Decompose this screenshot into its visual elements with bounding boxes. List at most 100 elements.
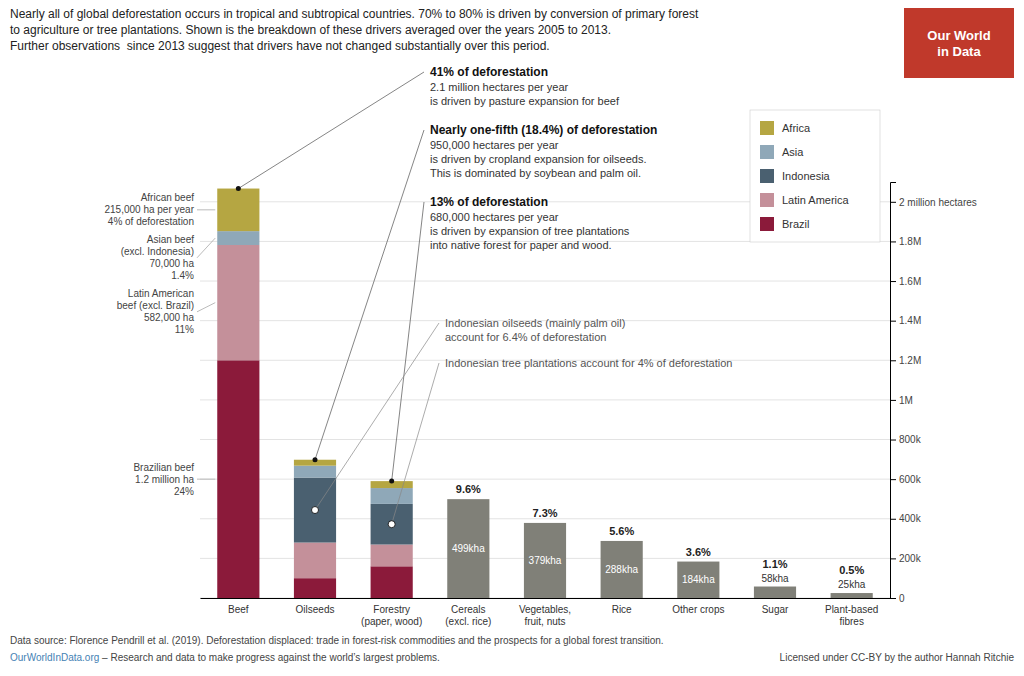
legend-swatch [760,145,774,159]
share-label: 1.1% [762,558,787,570]
tick: 0 [890,593,905,604]
share-label: 3.6% [686,546,711,558]
footer-link: OurWorldInData.org [10,652,99,663]
tick-mark [890,202,896,203]
leader-dot [313,457,318,462]
text-line: 4% of deforestation [108,216,194,227]
text-line: 13% of deforestation [430,195,548,209]
tick-label: 1.8M [899,236,921,247]
tick-label: Rice [612,604,632,615]
text-line: 2.1 million hectares per year [430,81,569,93]
text-line: Beef [228,604,249,615]
bar [677,562,719,598]
logo-box [904,8,1014,78]
tick-mark [890,241,896,242]
bar [294,466,336,478]
bar [217,231,259,245]
tick: 1.8M [890,236,921,247]
logo-text: Our Worldin Data [927,28,990,59]
text-line: Plant-based [825,604,878,615]
segment-marker [312,507,319,514]
tick: Oilseeds [296,598,335,615]
text-line: Indonesian tree plantations account for … [445,357,732,369]
bar [831,593,873,598]
tick-label: 1M [899,395,913,406]
leader-dot [389,479,394,484]
tick: 200k [890,553,922,564]
bar [217,189,259,232]
text-line: Cereals [451,604,485,615]
share-label: 5.6% [609,525,634,537]
leader-dot [236,186,241,191]
legend-label: Africa [782,122,811,134]
legend-label: Brazil [782,218,810,230]
text-line: Forestry [373,604,410,615]
share-label: 0.5% [839,564,864,576]
text-line: 680,000 hectares per year [430,211,559,223]
annotation-text: 680,000 hectares per yearis driven by ex… [430,211,630,251]
bar [371,545,413,567]
text-line: Our World [927,28,990,43]
text-line: Rice [612,604,632,615]
footer-license: Licensed under CC-BY by the author Hanna… [780,652,1015,663]
data-label: 379kha [529,555,562,566]
data-label: 25kha [838,579,866,590]
legend-swatch [760,121,774,135]
tick-mark [890,479,896,480]
tick-label: 400k [899,513,922,524]
segment-annotations: African beef215,000 ha per year4% of def… [104,192,732,527]
bar [447,499,489,598]
tick: 1.4M [890,315,921,326]
text-line: This is dominated by soybean and palm oi… [430,167,641,179]
text-line: in Data [937,44,981,59]
tick-label: 1.6M [899,276,921,287]
label-leader [315,323,439,510]
tick-label: 0 [899,593,905,604]
tick-label: Forestry(paper, wood) [361,604,422,627]
annotation-title: 41% of deforestation [430,65,548,79]
text-line: Vegetables, [519,604,571,615]
grid [200,202,890,598]
text-line: Asian beef [147,234,194,245]
text-line: fruit, nuts [524,616,565,627]
text-line: (excl. Indonesia) [121,246,194,257]
tick: 2 million hectares [890,197,977,208]
bar [371,488,413,504]
text-line: 582,000 ha [144,312,194,323]
annotation-text: 950,000 hectares per yearis driven by cr… [430,139,646,179]
text-line: 70,000 ha [150,258,195,269]
tick: 1.6M [890,276,921,287]
bar [294,578,336,598]
axis-line [201,598,891,599]
bar [371,566,413,598]
tick-label: 200k [899,553,922,564]
tick-mark [890,558,896,559]
tick-mark [890,598,896,599]
text-line: is driven by cropland expansion for oils… [430,153,646,165]
grid-line [200,439,890,440]
text-line: Oilseeds [296,604,335,615]
grid-line [200,399,890,400]
tick-label: 600k [899,474,922,485]
legend-swatch [760,217,774,231]
tick-mark [890,360,896,361]
text-line: beef (excl. Brazil) [117,300,194,311]
tick: 1.2M [890,355,921,366]
segment-label: Latin Americanbeef (excl. Brazil)582,000… [117,288,195,335]
tick: Sugar [762,598,789,615]
label-leader [197,209,215,210]
legend-label: Latin America [782,194,850,206]
data-label: 499kha [452,543,485,554]
legend: AfricaAsiaIndonesiaLatin AmericaBrazil [750,110,880,242]
text-line: account for 6.4% of deforestation [445,331,606,343]
share-label: 7.3% [532,507,557,519]
tick-mark [890,321,896,322]
tick-label: Plant-basedfibres [825,604,878,627]
tick-label: Oilseeds [296,604,335,615]
bar [371,504,413,545]
data-label: 184kha [682,574,715,585]
tick-label: 800k [899,434,922,445]
text-line: Other crops [672,604,724,615]
text-line: to agriculture or tree plantations. Show… [10,23,611,37]
text-line: 215,000 ha per year [104,204,194,215]
